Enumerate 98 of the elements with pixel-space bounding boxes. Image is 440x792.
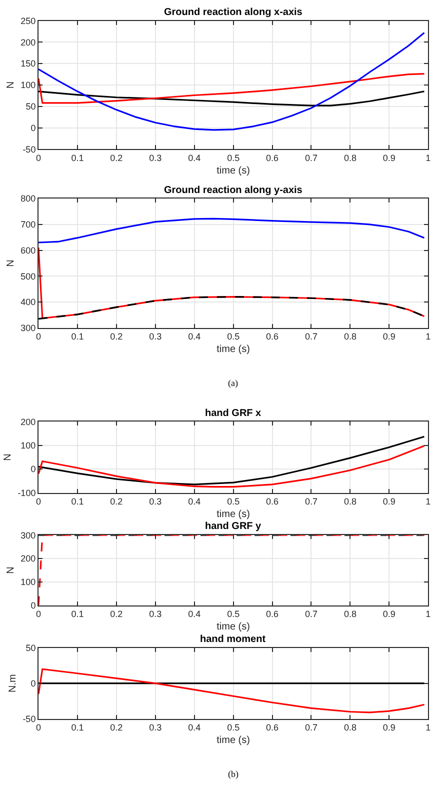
y-tick-label: 200 xyxy=(20,37,36,48)
y-tick-label: 100 xyxy=(20,80,36,90)
y-tick-label: 0 xyxy=(30,600,36,610)
x-axis-title: time (s) xyxy=(216,735,250,746)
text: (a) xyxy=(228,378,238,388)
y-axis-title: N xyxy=(6,81,17,89)
y-tick-label: 200 xyxy=(20,554,36,564)
line-series xyxy=(38,668,426,714)
x-tick-label: 1 xyxy=(426,496,431,507)
x-tick-label: 0.2 xyxy=(110,152,123,163)
x-tick-label: 0.6 xyxy=(266,152,279,163)
x-axis-title: time (s) xyxy=(216,344,250,356)
chart-title: hand GRF y xyxy=(205,521,262,532)
y-tick-label: 300 xyxy=(20,530,36,540)
x-tick-label: 0.8 xyxy=(344,722,356,733)
x-tick-label: 0.9 xyxy=(382,496,396,507)
x-tick-label: 0.4 xyxy=(188,152,201,163)
x-tick-label: 0.6 xyxy=(266,496,279,507)
y-tick-label: 600 xyxy=(20,245,36,256)
x-tick-label: 0.9 xyxy=(382,332,396,342)
y-tick-label: 0 xyxy=(30,464,36,474)
x-tick-label: 0.6 xyxy=(266,722,279,733)
y-axis-title: N xyxy=(6,566,17,574)
x-tick-label: 0.9 xyxy=(382,722,396,733)
y-tick-label: 200 xyxy=(20,416,36,427)
y-tick-label: 250 xyxy=(20,16,36,26)
x-tick-label: 1 xyxy=(426,609,431,620)
x-tick-label: 0.5 xyxy=(227,722,240,733)
x-tick-label: 0.8 xyxy=(344,496,356,507)
y-tick-label: 150 xyxy=(20,58,36,69)
x-axis-title: time (s) xyxy=(216,165,250,176)
x-tick-label: 0.7 xyxy=(304,609,318,620)
x-tick-label: 0.7 xyxy=(304,722,318,733)
line-series xyxy=(38,218,426,244)
x-tick-label: 0.7 xyxy=(304,496,318,507)
line-series xyxy=(38,73,426,104)
y-tick-label: 100 xyxy=(20,577,36,588)
x-tick-label: 0.5 xyxy=(227,332,240,342)
y-axis-title: N xyxy=(2,454,14,461)
y-tick-label: 500 xyxy=(20,271,36,282)
x-tick-label: 0.9 xyxy=(382,609,396,620)
x-tick-label: 0.4 xyxy=(188,722,201,733)
x-tick-label: 0.8 xyxy=(344,332,356,342)
x-tick-label: 0.3 xyxy=(149,722,162,733)
x-tick-label: 0.1 xyxy=(71,609,84,620)
y-tick-label: 300 xyxy=(20,323,36,334)
y-axis-title: N.m xyxy=(8,674,19,692)
x-tick-label: 1 xyxy=(426,332,431,342)
x-tick-label: 0.3 xyxy=(149,152,162,163)
y-tick-label: 0 xyxy=(30,678,36,688)
y-tick-label: 100 xyxy=(20,440,36,451)
x-tick-label: 0.7 xyxy=(304,332,318,342)
text: (b) xyxy=(228,769,238,779)
y-tick-label: 50 xyxy=(26,102,36,112)
x-axis-title: time (s) xyxy=(216,622,250,633)
x-tick-label: 0.3 xyxy=(149,332,162,342)
y-tick-label: -50 xyxy=(22,714,36,724)
x-tick-label: 0.5 xyxy=(227,152,240,163)
x-tick-label: 0.2 xyxy=(110,332,123,342)
x-tick-label: 0.4 xyxy=(188,609,201,620)
chart-title: Ground reaction along x-axis xyxy=(164,7,303,18)
y-tick-label: 0 xyxy=(30,122,36,133)
x-tick-label: 0.2 xyxy=(110,609,123,620)
y-tick-label: 400 xyxy=(20,297,36,308)
y-tick-label: -100 xyxy=(18,488,36,498)
line-series xyxy=(38,90,426,106)
x-tick-label: 0.1 xyxy=(71,332,84,342)
x-tick-label: 0.7 xyxy=(304,152,318,163)
x-tick-label: 1 xyxy=(426,152,431,163)
x-axis-title: time (s) xyxy=(216,509,250,520)
x-tick-label: 0.5 xyxy=(227,609,240,620)
y-tick-label: 800 xyxy=(20,194,36,204)
x-tick-label: 0.1 xyxy=(71,496,84,507)
chart-title: hand moment xyxy=(200,634,266,645)
chart-title: hand GRF x xyxy=(205,408,262,419)
x-tick-label: 0.2 xyxy=(110,722,123,733)
x-tick-label: 0.4 xyxy=(188,332,201,342)
y-tick-label: 700 xyxy=(20,220,36,230)
x-tick-label: 0.2 xyxy=(110,496,123,507)
line-series xyxy=(38,32,426,131)
line-series xyxy=(38,436,426,486)
x-tick-label: 0.5 xyxy=(227,496,240,507)
x-tick-label: 0.1 xyxy=(71,722,84,733)
y-axis-title: N xyxy=(6,260,17,267)
y-tick-label: -50 xyxy=(22,144,36,154)
x-tick-label: 0.1 xyxy=(71,152,84,163)
x-tick-label: 1 xyxy=(426,722,431,733)
x-tick-label: 0.3 xyxy=(149,496,162,507)
x-tick-label: 0.8 xyxy=(344,152,356,163)
chart-title: Ground reaction along y-axis xyxy=(164,185,303,196)
x-tick-label: 0.3 xyxy=(149,609,162,620)
x-tick-label: 0.4 xyxy=(188,496,201,507)
x-tick-label: 0.9 xyxy=(382,152,396,163)
x-tick-label: 0.6 xyxy=(266,332,279,342)
y-tick-label: 50 xyxy=(26,642,36,653)
line-series xyxy=(38,445,426,488)
x-tick-label: 0.8 xyxy=(344,609,356,620)
x-tick-label: 0.6 xyxy=(266,609,279,620)
